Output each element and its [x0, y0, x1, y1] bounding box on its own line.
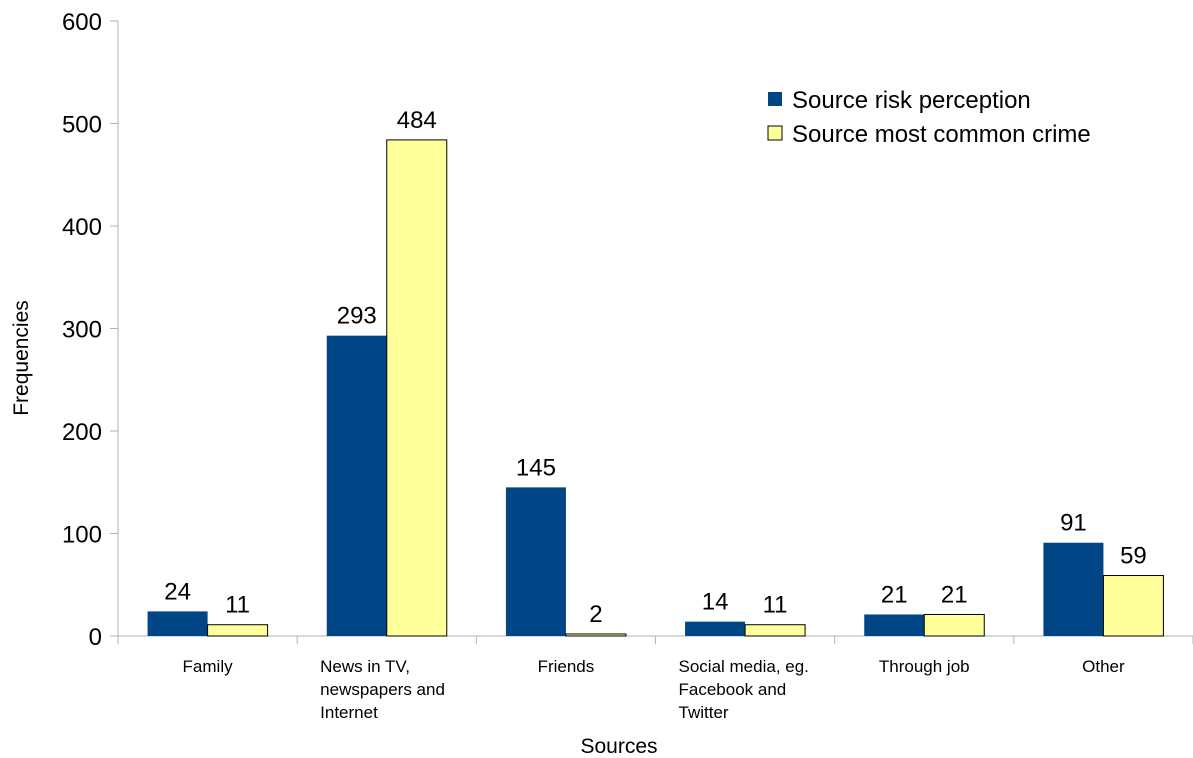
bar	[386, 139, 448, 637]
y-tick-label: 500	[62, 112, 102, 139]
x-axis: Family News in TV, newspapers and Internet F…	[117, 635, 1193, 722]
x-tick-label-line: Twitter	[679, 703, 729, 722]
x-tick-label: Friends	[538, 657, 595, 676]
y-tick-label: 100	[62, 522, 102, 549]
legend-label: Source risk perception	[792, 87, 1031, 114]
x-tick-label-line: Through job	[879, 657, 970, 676]
data-label: 59	[1120, 543, 1147, 570]
y-tick-label: 400	[62, 214, 102, 241]
data-label: 145	[516, 454, 556, 481]
bar	[864, 614, 925, 636]
y-tick-label: 300	[62, 317, 102, 344]
legend-swatch	[767, 125, 783, 141]
y-tick-label: 600	[62, 9, 102, 36]
bar	[207, 624, 269, 637]
y-axis: 0 100 200 300 400 500 600	[62, 9, 119, 651]
data-label: 293	[337, 303, 377, 330]
data-label: 2	[589, 601, 602, 628]
bar	[1043, 542, 1104, 636]
x-tick-label: News in TV, newspapers and Internet	[320, 657, 445, 722]
x-tick-label-line: Family	[183, 657, 234, 676]
x-axis-title: Sources	[580, 735, 657, 758]
data-label: 24	[164, 578, 191, 605]
data-label: 484	[397, 107, 437, 134]
data-label: 11	[225, 592, 250, 619]
x-tick-label-line: Internet	[320, 703, 378, 722]
data-labels: 24 11 293 484 145 2 14 11 21 21 91 59	[164, 107, 1147, 628]
x-tick-label: Through job	[879, 657, 970, 676]
y-tick-label: 200	[62, 419, 102, 446]
bar	[1102, 575, 1164, 637]
x-tick-label-line: Other	[1082, 657, 1125, 676]
x-tick-label: Family	[183, 657, 234, 676]
bar	[326, 335, 387, 636]
data-label: 11	[763, 592, 788, 619]
data-label: 91	[1060, 510, 1087, 537]
bar	[505, 487, 566, 636]
y-tick-label: 0	[89, 624, 102, 651]
x-tick-label-line: Friends	[538, 657, 595, 676]
x-tick-label-line: newspapers and	[320, 680, 445, 699]
data-label: 21	[941, 581, 968, 608]
y-axis-title: Frequencies	[10, 300, 33, 416]
bar	[923, 613, 985, 637]
legend-label: Source most common crime	[792, 121, 1091, 148]
data-label: 14	[702, 589, 729, 616]
bar	[565, 633, 627, 637]
x-tick-label-line: Facebook and	[679, 680, 787, 699]
x-tick-label-line: News in TV,	[320, 657, 410, 676]
bar	[744, 624, 806, 637]
x-tick-label-line: Social media, eg.	[679, 657, 809, 676]
legend: Source risk perception Source most common…	[767, 87, 1091, 148]
data-label: 21	[881, 581, 908, 608]
x-tick-label: Other	[1082, 657, 1125, 676]
bar	[685, 621, 746, 636]
bar	[147, 611, 208, 636]
bars	[147, 139, 1164, 637]
x-tick-label: Social media, eg. Facebook and Twitter	[679, 657, 809, 722]
legend-swatch	[768, 92, 782, 106]
